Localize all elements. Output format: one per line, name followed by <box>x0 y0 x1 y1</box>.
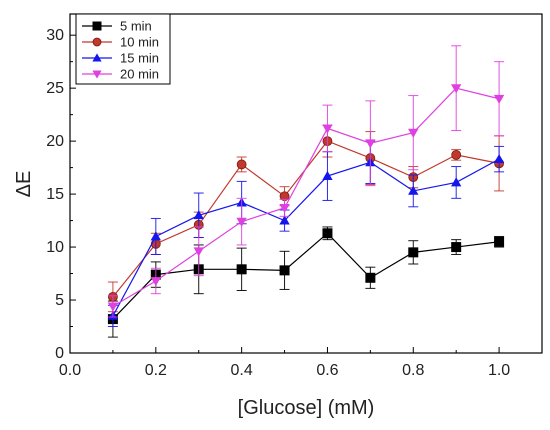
data-point <box>408 128 419 138</box>
x-tick-label: 0.2 <box>145 362 167 379</box>
series-5-min <box>107 226 505 338</box>
y-tick-label: 25 <box>46 80 64 97</box>
data-point <box>451 242 462 253</box>
y-tick-label: 30 <box>46 27 64 44</box>
data-point <box>365 272 376 283</box>
data-point <box>494 236 505 247</box>
data-point <box>150 231 161 241</box>
data-point <box>451 177 462 187</box>
data-point <box>322 170 333 180</box>
y-axis: 0 5 10 15 20 25 30 <box>46 27 76 362</box>
data-point <box>236 217 247 227</box>
data-point <box>236 264 247 275</box>
y-tick-label: 0 <box>55 345 64 362</box>
y-tick-label: 10 <box>46 239 64 256</box>
data-point <box>322 228 333 239</box>
x-tick-label: 0.4 <box>231 362 253 379</box>
data-point <box>493 94 505 104</box>
series-line <box>112 158 500 317</box>
legend-label: 5 min <box>120 19 152 34</box>
x-tick-label: 0.6 <box>316 362 338 379</box>
legend-item: 20 min <box>82 67 159 82</box>
series-20-min <box>107 45 505 318</box>
legend-marker <box>92 37 102 47</box>
x-tick-label: 0.8 <box>402 362 424 379</box>
legend-marker <box>92 21 102 31</box>
data-point <box>451 149 462 160</box>
y-tick-label: 15 <box>46 186 64 203</box>
data-point <box>236 159 247 170</box>
y-axis-title: ΔE <box>13 171 35 198</box>
series-layer <box>107 45 505 338</box>
series-10-min <box>107 124 505 313</box>
legend-item: 5 min <box>82 19 152 34</box>
plot-frame <box>69 13 543 354</box>
data-point <box>493 153 505 164</box>
data-point <box>408 247 419 258</box>
x-axis: 0.0 0.2 0.4 0.6 0.8 1.0 <box>59 347 510 379</box>
x-tick-label: 0.0 <box>59 362 81 379</box>
data-point <box>150 277 161 287</box>
data-point <box>107 302 119 312</box>
data-point <box>451 84 462 94</box>
legend-marker <box>92 70 102 79</box>
series-line <box>112 140 500 298</box>
legend-label: 10 min <box>120 35 159 50</box>
data-point <box>408 185 419 195</box>
data-point <box>279 203 290 214</box>
data-point <box>193 210 204 220</box>
series-line <box>112 87 500 307</box>
x-axis-title: [Glucose] (mM) <box>238 397 375 419</box>
data-point <box>279 265 290 276</box>
series-line <box>112 232 500 320</box>
legend-label: 20 min <box>120 67 159 82</box>
data-point <box>279 215 290 225</box>
data-point <box>193 247 204 257</box>
data-point <box>322 124 333 134</box>
legend-item: 15 min <box>82 51 159 66</box>
legend-marker <box>92 53 102 62</box>
data-point <box>365 139 376 149</box>
y-tick-label: 5 <box>55 292 64 309</box>
legend-label: 15 min <box>120 51 159 66</box>
legend-item: 10 min <box>82 35 159 50</box>
plot-area: 0.0 0.2 0.4 0.6 0.8 1.0 0 5 10 15 20 25 30 <box>46 13 543 379</box>
x-tick-label: 1.0 <box>488 362 510 379</box>
y-tick-label: 20 <box>46 133 64 150</box>
